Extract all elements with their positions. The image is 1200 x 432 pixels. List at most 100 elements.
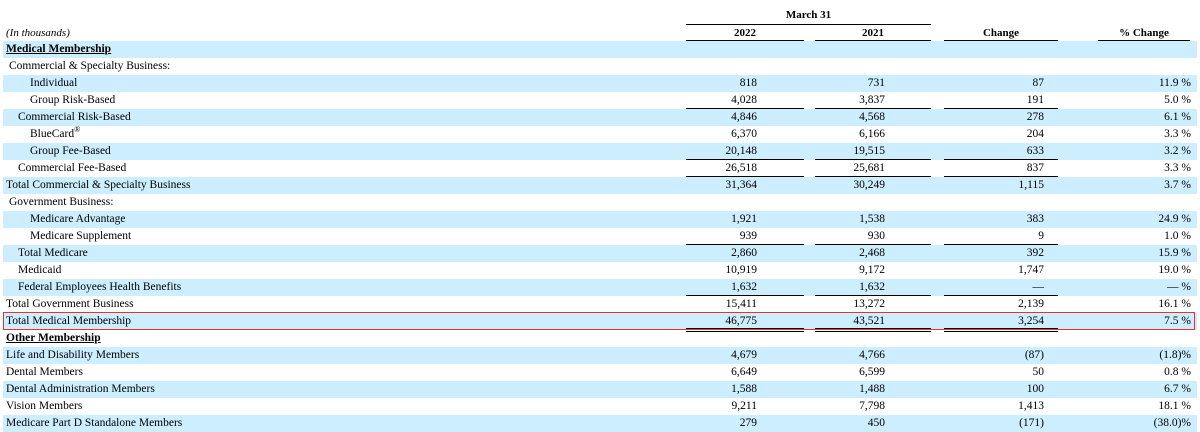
value-2021: 731 <box>867 77 885 89</box>
row-label: Vision Members <box>6 400 83 412</box>
value-change: 2,139 <box>1018 298 1044 310</box>
value-pct-change: 18.1 % <box>1158 400 1191 412</box>
row-label: Total Medicare <box>18 247 88 259</box>
value-2022: 939 <box>739 230 757 242</box>
row-label: Medicare Supplement <box>30 230 132 242</box>
value-2021: 4,568 <box>859 111 885 123</box>
table-row: Medicare Supplement 939 930 9 1.0 % <box>3 228 1197 245</box>
value-pct-change: 19.0 % <box>1158 264 1191 276</box>
table-row: Life and Disability Members 4,679 4,766 … <box>3 347 1197 364</box>
table-row: Individual 818 731 87 11.9 % <box>3 75 1197 92</box>
group-row-government-business: Government Business: <box>3 194 1197 211</box>
value-pct-change: 1.0 % <box>1164 230 1191 242</box>
row-label: Medicaid <box>18 264 62 276</box>
row-label: BlueCard® <box>30 125 81 140</box>
registered-mark: ® <box>74 125 81 135</box>
value-2022: 9,211 <box>731 400 757 412</box>
value-2022: 4,846 <box>731 111 757 123</box>
value-2021: 43,521 <box>853 315 885 327</box>
value-change: 1,413 <box>1018 400 1044 412</box>
value-change: 50 <box>1032 366 1045 378</box>
col-header-rule-pct <box>1098 40 1190 41</box>
col-header-pct-change: % Change <box>1119 27 1169 39</box>
row-label: Other Membership <box>6 332 101 344</box>
row-label: Commercial Fee-Based <box>18 162 127 174</box>
value-2022: 6,370 <box>731 128 757 140</box>
table-row: Federal Employees Health Benefits 1,632 … <box>3 279 1197 296</box>
value-change: — <box>1032 281 1045 293</box>
row-label: Commercial & Specialty Business: <box>9 60 171 72</box>
period-header-rule <box>686 24 931 25</box>
value-2022: 31,364 <box>725 179 757 191</box>
value-pct-change: 6.1 % <box>1164 111 1191 123</box>
value-2021: 4,766 <box>859 349 885 361</box>
value-2021: 450 <box>867 417 885 429</box>
value-change: (87) <box>1024 349 1044 361</box>
value-2022: 15,411 <box>725 298 757 310</box>
row-label: Medicare Part D Standalone Members <box>6 417 183 429</box>
value-2021: 6,166 <box>859 128 885 140</box>
value-2022: 6,649 <box>731 366 757 378</box>
value-pct-change: (1.8)% <box>1159 349 1191 361</box>
value-change: 383 <box>1026 213 1044 225</box>
value-pct-change: 0.8 % <box>1164 366 1191 378</box>
col-header-change: Change <box>982 27 1020 39</box>
row-label: Government Business: <box>9 196 114 208</box>
value-change: 191 <box>1026 94 1044 106</box>
subtotal-rule <box>815 159 931 160</box>
section-row-other-membership: Other Membership <box>3 330 1197 347</box>
value-2021: 1,538 <box>859 213 885 225</box>
value-change: 392 <box>1026 247 1044 259</box>
col-header-rule-2022 <box>686 40 804 41</box>
row-label: Medicare Advantage <box>30 213 126 225</box>
value-2021: 7,798 <box>859 400 885 412</box>
table-row: Group Fee-Based 20,148 19,515 633 3.2 % <box>3 143 1197 160</box>
value-2022: 1,632 <box>731 281 757 293</box>
value-change: 1,115 <box>1018 179 1044 191</box>
row-label: Group Risk-Based <box>30 94 116 106</box>
value-2021: 30,249 <box>853 179 885 191</box>
row-label: Federal Employees Health Benefits <box>18 281 182 293</box>
period-header: March 31 <box>785 9 832 21</box>
subtotal-rule <box>686 176 804 177</box>
table-row: Group Risk-Based 4,028 3,837 191 5.0 % <box>3 92 1197 109</box>
table-row: Total Commercial & Specialty Business 31… <box>3 177 1197 194</box>
value-2022: 279 <box>739 417 757 429</box>
value-pct-change: 11.9 % <box>1158 77 1191 89</box>
row-label: Group Fee-Based <box>30 145 111 157</box>
value-2022: 4,028 <box>731 94 757 106</box>
value-pct-change: 7.5 % <box>1164 315 1191 327</box>
highlight-box <box>3 312 1195 330</box>
col-header-2021: 2021 <box>862 27 884 39</box>
value-2021: 19,515 <box>853 145 885 157</box>
value-2021: 1,632 <box>859 281 885 293</box>
value-pct-change: 3.7 % <box>1164 179 1191 191</box>
total-double-rule <box>815 328 931 332</box>
table-row: Medicaid 10,919 9,172 1,747 19.0 % <box>3 262 1197 279</box>
value-2021: 930 <box>867 230 885 242</box>
row-label: Individual <box>30 77 78 89</box>
table-row: BlueCard® 6,370 6,166 204 3.3 % <box>3 126 1197 143</box>
value-2021: 13,272 <box>853 298 885 310</box>
col-header-rule-2021 <box>815 40 931 41</box>
value-pct-change: 3.3 % <box>1164 128 1191 140</box>
value-pct-change: 3.3 % <box>1164 162 1191 174</box>
value-2022: 10,919 <box>725 264 757 276</box>
value-change: 278 <box>1026 111 1044 123</box>
subtotal-rule <box>686 108 804 109</box>
subtotal-rule <box>815 108 931 109</box>
value-change: 100 <box>1026 383 1044 395</box>
value-pct-change: 15.9 % <box>1158 247 1191 259</box>
total-double-rule <box>944 328 1058 332</box>
subtotal-rule <box>815 295 931 296</box>
value-change: 204 <box>1026 128 1044 140</box>
group-row-commercial-specialty: Commercial & Specialty Business: <box>3 58 1197 75</box>
value-2021: 3,837 <box>859 94 885 106</box>
total-double-rule <box>686 328 804 332</box>
units-label: (In thousands) <box>6 27 70 39</box>
table-row: Dental Members 6,649 6,599 50 0.8 % <box>3 364 1197 381</box>
subtotal-rule <box>944 108 1058 109</box>
subtotal-rule <box>944 176 1058 177</box>
subtotal-rule <box>686 159 804 160</box>
value-change: 9 <box>1038 230 1044 242</box>
